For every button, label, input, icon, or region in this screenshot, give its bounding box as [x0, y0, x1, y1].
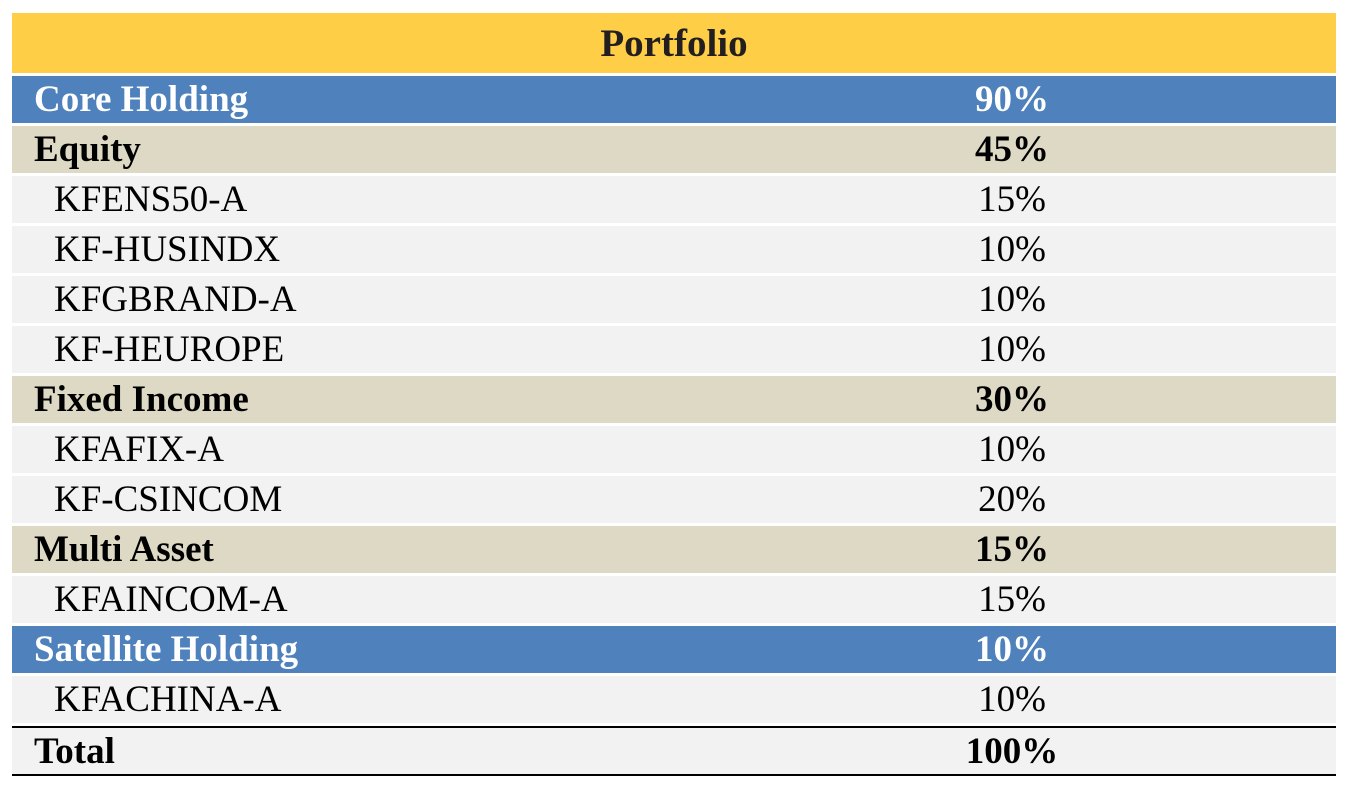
category-label: Multi Asset	[34, 529, 214, 570]
category-row: Equity 45%	[12, 126, 1336, 173]
fund-value: 15%	[978, 579, 1046, 620]
fund-value: 20%	[978, 479, 1046, 520]
holding-value: 90%	[975, 79, 1049, 120]
fund-label: KF-CSINCOM	[54, 479, 283, 520]
fund-label: KFGBRAND-A	[54, 279, 297, 320]
fund-value: 10%	[978, 229, 1046, 270]
fund-label: KF-HUSINDX	[54, 229, 281, 270]
fund-value: 10%	[978, 329, 1046, 370]
category-value: 45%	[975, 129, 1049, 170]
fund-label: KFACHINA-A	[54, 679, 282, 720]
category-value: 30%	[975, 379, 1049, 420]
fund-row: KFACHINA-A 10%	[12, 676, 1336, 723]
fund-row: KF-HEUROPE 10%	[12, 326, 1336, 373]
total-row: Total 100%	[12, 726, 1336, 776]
holding-value: 10%	[975, 629, 1049, 670]
category-label: Fixed Income	[34, 379, 249, 420]
total-value: 100%	[965, 730, 1059, 772]
fund-row: KF-HUSINDX 10%	[12, 226, 1336, 273]
fund-value: 10%	[978, 679, 1046, 720]
holding-label: Core Holding	[34, 79, 249, 120]
portfolio-table: Portfolio Core Holding 90% Equity 45% KFENS5…	[12, 13, 1336, 776]
fund-value: 10%	[978, 279, 1046, 320]
category-row: Multi Asset 15%	[12, 526, 1336, 573]
table-title: Portfolio	[12, 13, 1336, 73]
table-body: Core Holding 90% Equity 45% KFENS50-A 15% KF-H…	[12, 76, 1336, 723]
fund-value: 15%	[978, 179, 1046, 220]
fund-row: KF-CSINCOM 20%	[12, 476, 1336, 523]
fund-row: KFAINCOM-A 15%	[12, 576, 1336, 623]
fund-row: KFENS50-A 15%	[12, 176, 1336, 223]
fund-label: KFAINCOM-A	[54, 579, 288, 620]
holding-row: Satellite Holding 10%	[12, 626, 1336, 673]
category-value: 15%	[975, 529, 1049, 570]
fund-label: KFENS50-A	[54, 179, 248, 220]
fund-row: KFAFIX-A 10%	[12, 426, 1336, 473]
fund-label: KFAFIX-A	[54, 429, 224, 470]
total-label: Total	[34, 730, 115, 772]
holding-label: Satellite Holding	[34, 629, 299, 670]
holding-row: Core Holding 90%	[12, 76, 1336, 123]
category-label: Equity	[34, 129, 141, 170]
fund-label: KF-HEUROPE	[54, 329, 285, 370]
category-row: Fixed Income 30%	[12, 376, 1336, 423]
fund-row: KFGBRAND-A 10%	[12, 276, 1336, 323]
fund-value: 10%	[978, 429, 1046, 470]
